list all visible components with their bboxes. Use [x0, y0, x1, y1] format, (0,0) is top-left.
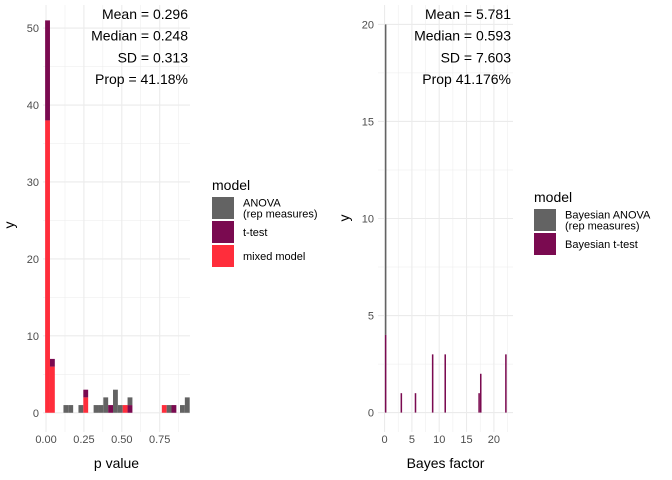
stat-annotation: Median = 0.593: [414, 28, 511, 44]
x-axis-title: Bayes factor: [407, 455, 485, 471]
bar-mixed: [161, 405, 167, 413]
legend-key-anova: [534, 209, 556, 231]
bar-anova: [68, 405, 74, 413]
bar-anova: [384, 24, 387, 335]
stat-annotation: Prop 41.176%: [422, 71, 511, 87]
x-tick-label: 0.25: [73, 434, 94, 446]
legend-label: Bayesian t-test: [565, 239, 638, 251]
y-tick-label: 0: [368, 408, 374, 420]
bar-anova: [127, 397, 133, 406]
bar-t-test: [505, 354, 507, 413]
legend-key-anova: [212, 197, 234, 219]
bar-anova: [93, 405, 99, 413]
legend-key-t-test: [534, 233, 556, 255]
x-tick-label: 0.75: [149, 434, 170, 446]
stat-annotation: Mean = 0.296: [102, 6, 188, 22]
x-tick-label: 15: [460, 434, 472, 446]
legend-label: t-test: [243, 227, 267, 239]
stat-annotation: SD = 7.603: [441, 49, 512, 65]
stat-annotation: Median = 0.248: [91, 28, 188, 44]
x-tick-label: 5: [409, 434, 415, 446]
bar-t-test: [83, 389, 89, 398]
y-tick-label: 30: [27, 177, 39, 189]
legend-title: model: [534, 189, 572, 205]
y-axis-title: y: [336, 215, 352, 222]
bar-mixed: [49, 366, 55, 413]
bar-anova: [78, 405, 84, 413]
x-tick-label: 20: [488, 434, 500, 446]
stat-annotation: SD = 0.313: [118, 49, 189, 65]
bar-t-test: [171, 405, 177, 413]
x-tick-label: 0.50: [111, 434, 132, 446]
bar-anova: [117, 405, 123, 413]
y-tick-label: 10: [362, 214, 374, 226]
y-tick-label: 10: [27, 331, 39, 343]
x-tick-label: 0.00: [35, 434, 56, 446]
bar-t-test: [431, 354, 434, 413]
bar-t-test: [478, 393, 480, 413]
bar-anova: [103, 397, 109, 413]
bar-anova: [113, 389, 118, 413]
y-tick-label: 20: [27, 254, 39, 266]
y-tick-label: 15: [362, 116, 374, 128]
legend-label: (rep measures): [243, 209, 318, 221]
bar-t-test: [127, 405, 133, 413]
x-tick-label: 10: [433, 434, 445, 446]
bar-mixed: [45, 120, 50, 413]
legend-key-t-test: [212, 221, 234, 243]
bar-anova: [184, 397, 190, 413]
y-axis-title: y: [1, 222, 17, 229]
bar-mixed: [83, 397, 89, 413]
bar-t-test: [400, 393, 403, 413]
bar-t-test: [45, 20, 50, 121]
y-tick-label: 50: [27, 23, 39, 35]
bar-t-test: [108, 405, 114, 413]
legend-label: Bayesian ANOVA: [565, 210, 651, 222]
legend-label: ANOVA: [243, 198, 281, 210]
x-axis-title: p value: [94, 455, 139, 471]
bar-mixed: [122, 405, 128, 413]
bar-t-test: [414, 393, 417, 413]
legend-label: (rep measures): [565, 221, 640, 233]
stat-annotation: Mean = 5.781: [425, 6, 511, 22]
left-panel-pvalue: 0.00 0.25 0.50 0.75 0 10 20 30 40 50 p value y Mean …: [1, 5, 318, 471]
stat-annotation: Prop = 41.18%: [95, 71, 188, 87]
bar-t-test: [479, 373, 482, 413]
bar-anova: [63, 405, 69, 413]
bar-anova: [179, 405, 185, 413]
x-tick-label: 0: [381, 434, 387, 446]
y-tick-label: 40: [27, 100, 39, 112]
y-tick-label: 20: [362, 19, 374, 31]
legend-key-mixed: [212, 245, 234, 267]
legend-label: mixed model: [243, 251, 305, 263]
y-tick-label: 0: [33, 408, 39, 420]
bar-t-test: [444, 354, 446, 413]
bar-t-test: [49, 358, 55, 367]
bar-anova: [98, 405, 104, 413]
bar-anova: [166, 405, 172, 413]
bar-t-test: [384, 334, 387, 413]
y-tick-label: 5: [368, 311, 374, 323]
legend-title: model: [212, 177, 250, 193]
